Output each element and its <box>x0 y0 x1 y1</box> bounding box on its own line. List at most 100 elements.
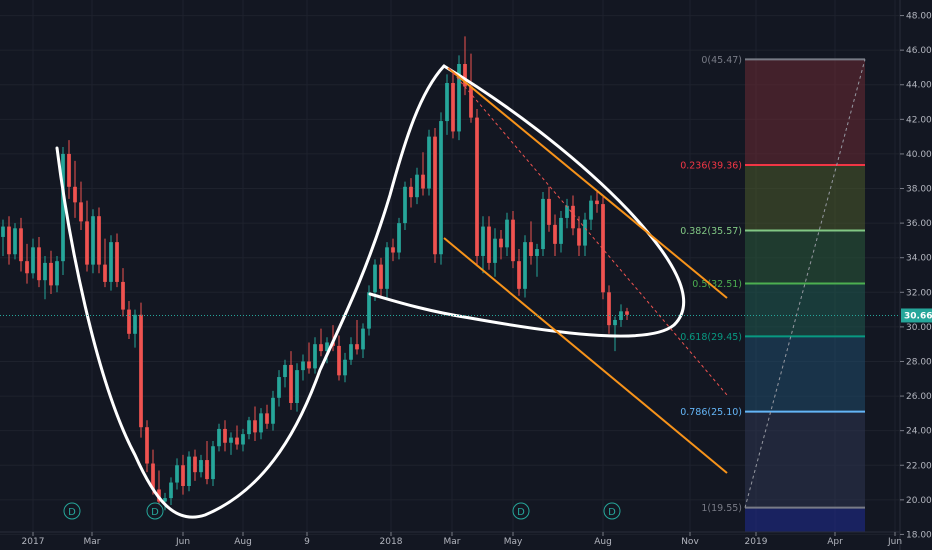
candle-body <box>181 465 185 487</box>
cup-curve[interactable] <box>55 64 446 519</box>
candle-body <box>37 247 41 281</box>
dividend-marker[interactable]: D <box>603 502 621 520</box>
candle-body <box>505 219 509 248</box>
candle-body <box>271 397 275 424</box>
x-tick-label: 2019 <box>745 537 768 547</box>
dividend-marker-circle <box>146 502 164 520</box>
fib-level-label: 0.786(25.10) <box>680 407 742 418</box>
x-tick-label: 9 <box>304 537 310 547</box>
candle-body <box>85 221 89 265</box>
y-tick-label: 42.00 <box>906 115 932 125</box>
candle-body <box>511 219 515 262</box>
candle-body <box>253 420 257 433</box>
candle-body <box>307 361 311 369</box>
candle-body <box>601 204 605 293</box>
candle-body <box>385 247 389 289</box>
candle-body <box>139 314 143 428</box>
candle-body <box>7 226 11 255</box>
candle-body <box>319 344 323 352</box>
candle-body <box>589 200 593 220</box>
candle-body <box>199 460 203 473</box>
candle-body <box>259 413 263 433</box>
candle-body <box>337 345 341 376</box>
candle-body <box>13 228 17 255</box>
candle-body <box>127 309 131 334</box>
dividend-marker-circle <box>512 502 530 520</box>
candle-body <box>541 198 545 250</box>
x-tick-label: Aug <box>234 537 252 547</box>
fib-level-label: 0.382(35.57) <box>680 226 742 237</box>
handle-curve[interactable] <box>368 64 686 338</box>
candle-body <box>277 377 281 398</box>
candle-body <box>373 264 377 293</box>
drawings[interactable] <box>55 64 728 519</box>
fib-zone <box>745 165 865 231</box>
candle-body <box>241 434 245 445</box>
x-tick-label: May <box>504 537 523 547</box>
candle-body <box>295 370 299 403</box>
channel-upper-line[interactable] <box>447 67 728 299</box>
candles <box>1 36 629 511</box>
candle-body <box>175 465 179 483</box>
candle-body <box>379 264 383 289</box>
candle-body <box>595 200 599 205</box>
candle-body <box>19 228 23 262</box>
fibonacci-retracement[interactable]: 0(45.47) 0.236(39.36) 0.382(35.57) 0.5(32.5… <box>680 55 866 532</box>
candle-body <box>193 456 197 473</box>
dividend-marker[interactable]: D <box>146 502 164 520</box>
y-tick-label: 46.00 <box>906 46 932 56</box>
fib-zone <box>745 230 865 284</box>
x-tick-label: Mar <box>444 537 461 547</box>
candle-body <box>43 262 47 281</box>
candle-body <box>61 153 65 262</box>
dividend-marker[interactable]: D <box>512 502 530 520</box>
fib-zone <box>745 336 865 412</box>
last-price-badge <box>901 308 932 323</box>
channel-lower-line[interactable] <box>443 237 728 474</box>
candle-body <box>565 205 569 218</box>
candle-body <box>409 186 413 198</box>
fib-zone <box>745 411 865 508</box>
candle-body <box>583 219 587 246</box>
candle-body <box>25 261 29 274</box>
candle-body <box>421 174 425 189</box>
x-tick-label: Mar <box>84 537 101 547</box>
last-price-label: 30.66 <box>904 311 932 321</box>
y-tick-label: 22.00 <box>906 461 932 471</box>
candle-body <box>247 420 251 435</box>
candle-body <box>553 224 557 244</box>
fib-level-label: 0.5(32.51) <box>692 279 742 290</box>
candle-body <box>499 238 503 248</box>
candle-body <box>343 359 347 376</box>
y-tick-label: 26.00 <box>906 392 932 402</box>
y-tick-label: 24.00 <box>906 427 932 437</box>
x-tick-label: Apr <box>827 537 843 547</box>
candle-body <box>103 264 107 282</box>
dividend-marker-label: D <box>608 507 616 518</box>
candle-body <box>493 238 497 263</box>
candle-body <box>289 364 293 403</box>
candle-body <box>625 311 629 315</box>
candle-body <box>151 463 155 490</box>
fib-zone <box>745 507 865 532</box>
y-tick-label: 30.00 <box>906 323 932 333</box>
dividend-marker[interactable]: D <box>63 502 81 520</box>
candle-body <box>109 242 113 282</box>
candle-body <box>73 186 77 203</box>
candle-body <box>433 136 437 255</box>
fib-level-label: 0(45.47) <box>701 55 742 66</box>
candle-body <box>187 456 191 487</box>
y-tick-label: 48.00 <box>906 12 932 22</box>
x-tick-label: 2017 <box>22 537 45 547</box>
x-tick-label: Nov <box>681 537 699 547</box>
candle-body <box>535 249 539 256</box>
fib-level-label: 0.236(39.36) <box>680 161 742 172</box>
y-tick-label: 40.00 <box>906 150 932 160</box>
x-tick-label: Jun <box>175 537 190 547</box>
candle-body <box>427 136 431 189</box>
candle-body <box>79 202 83 222</box>
candle-body <box>481 226 485 256</box>
fib-trend-line[interactable] <box>744 59 866 508</box>
